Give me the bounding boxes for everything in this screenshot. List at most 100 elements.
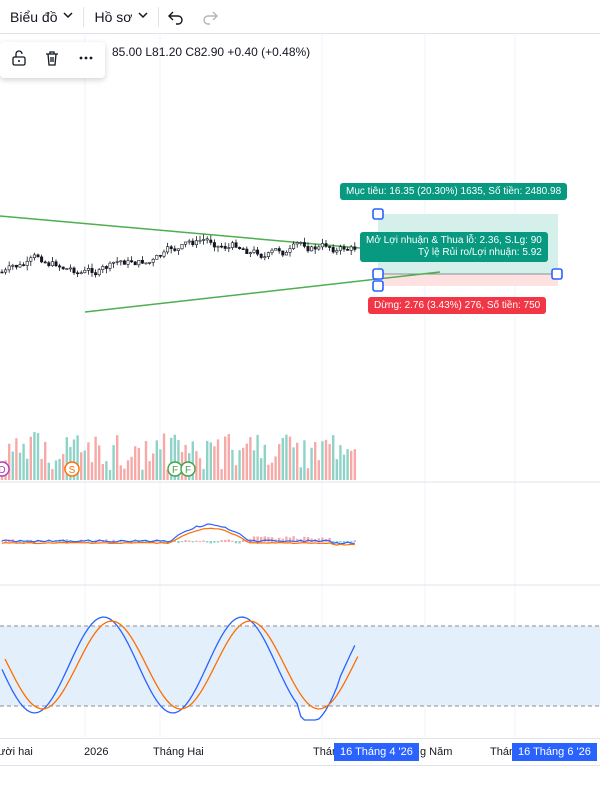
candle-body	[119, 260, 123, 263]
volume-bar	[281, 437, 284, 480]
macd-bar	[155, 539, 158, 542]
candle-body	[65, 268, 69, 270]
candle-body	[328, 246, 332, 248]
macd-bar	[270, 537, 274, 542]
macd-bar	[350, 541, 353, 543]
candle-body	[202, 239, 206, 241]
candle-body	[108, 262, 112, 269]
candle-body	[274, 248, 278, 251]
volume-bar	[238, 450, 241, 480]
trash-icon[interactable]	[43, 49, 61, 72]
candle-body	[25, 260, 29, 266]
volume-bar	[224, 436, 227, 480]
event-marker	[64, 461, 80, 477]
time-axis[interactable]: ười hai 2026 Tháng Hai Thán g Năm Thán 1…	[0, 738, 600, 766]
macd-bar	[249, 538, 252, 542]
volume-bar	[252, 450, 256, 480]
drag-handle	[372, 208, 384, 220]
volume-bar	[231, 449, 234, 480]
candle-body	[324, 243, 328, 247]
volume-bar	[148, 461, 151, 480]
volume-bar	[72, 439, 76, 480]
macd-bar	[227, 539, 230, 542]
undo-button[interactable]	[159, 0, 193, 33]
time-label: g Năm	[420, 746, 453, 758]
candle-body	[292, 243, 296, 249]
volume-bar	[206, 440, 209, 480]
time-badge-end: 16 Tháng 6 '26	[512, 743, 597, 761]
candle-body	[173, 248, 177, 251]
candle-body	[281, 250, 285, 256]
volume-bar	[260, 458, 263, 480]
chart-menu-button[interactable]: Biểu đồ	[0, 0, 83, 33]
volume-bar	[98, 445, 101, 480]
macd-bar	[94, 539, 97, 542]
macd-bar	[202, 540, 205, 542]
volume-bar	[8, 443, 11, 480]
profile-menu-button[interactable]: Hồ sơ	[84, 0, 158, 33]
candle-body	[205, 238, 209, 241]
macd-bar	[177, 541, 180, 544]
candle-body	[266, 252, 270, 258]
candle-body	[144, 262, 148, 265]
candle-body	[137, 259, 141, 266]
target-label: Mục tiêu: 16.35 (20.30%) 1635, Số tiền: …	[340, 183, 568, 200]
candle-body	[248, 252, 252, 254]
volume-bar	[270, 462, 274, 480]
volume-bar	[324, 439, 328, 480]
macd-bar	[173, 540, 176, 542]
candle-body	[176, 248, 180, 251]
macd-bar	[112, 539, 115, 542]
unlock-icon[interactable]	[10, 49, 28, 72]
macd-bar	[317, 538, 320, 542]
candle-body	[234, 242, 238, 248]
volume-bar	[245, 443, 248, 480]
candle-body	[68, 267, 72, 270]
time-label: ười hai	[0, 746, 33, 758]
volume-bar	[274, 456, 277, 480]
volume-bar	[342, 454, 346, 480]
volume-bar	[339, 445, 342, 480]
stoch-k-line	[1, 616, 356, 721]
volume-bar	[267, 464, 270, 480]
candle-body	[104, 266, 108, 269]
candle-body	[130, 260, 134, 263]
volume-bar	[296, 442, 299, 480]
more-icon[interactable]	[77, 49, 95, 72]
volume-bar	[116, 435, 119, 480]
volume-bar	[44, 441, 47, 480]
candle-body	[133, 261, 137, 266]
event-marker-label: F	[172, 465, 178, 476]
candle-body	[54, 261, 58, 267]
macd-bar	[18, 541, 22, 544]
candle-body	[86, 267, 90, 271]
macd-bar	[252, 536, 256, 542]
macd-bar	[332, 541, 335, 544]
volume-bar	[101, 464, 104, 480]
candle-body	[90, 267, 94, 273]
candle-body	[162, 251, 166, 257]
macd-line	[1, 523, 355, 545]
macd-bar	[184, 539, 187, 542]
macd-bar	[65, 539, 68, 542]
candle-body	[320, 243, 324, 248]
volume-bar	[40, 459, 43, 480]
volume-bar	[54, 460, 58, 480]
trendline-upper	[0, 215, 361, 249]
stoch-d-line	[4, 620, 359, 710]
macd-bar	[310, 538, 313, 542]
volume-bar	[227, 434, 230, 480]
candle-body	[349, 246, 353, 251]
macd-bar	[281, 538, 284, 542]
volume-bar	[90, 462, 94, 480]
candle-body	[4, 269, 8, 273]
volume-bar	[177, 440, 180, 480]
volume-bar	[36, 433, 40, 480]
macd-bar	[54, 541, 58, 543]
macd-bar	[224, 540, 227, 542]
macd-bar	[134, 541, 137, 543]
redo-button[interactable]	[193, 0, 227, 33]
volume-bar	[332, 435, 335, 480]
stop-zone	[378, 274, 558, 286]
